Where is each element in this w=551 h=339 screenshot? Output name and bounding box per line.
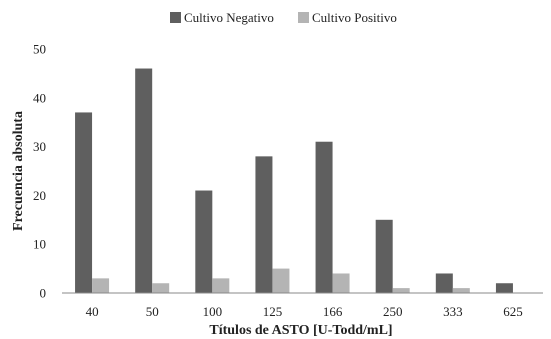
x-tick-label: 100 <box>203 304 223 319</box>
y-tick-label: 40 <box>33 90 46 105</box>
legend-label-cultivo-positivo: Cultivo Positivo <box>312 10 397 25</box>
y-tick-label: 50 <box>33 42 46 57</box>
bar-negativo-40 <box>75 112 93 293</box>
y-tick-label: 0 <box>40 286 47 301</box>
bar-negativo-50 <box>135 68 153 294</box>
bar-positivo-125 <box>272 268 290 293</box>
bar-positivo-166 <box>332 273 350 293</box>
legend: Cultivo Negativo Cultivo Positivo <box>170 10 397 25</box>
legend-swatch-cultivo-positivo <box>298 12 309 23</box>
x-tick-label: 166 <box>323 304 343 319</box>
bar-positivo-333 <box>452 288 470 293</box>
y-axis-title: Frecuencia absoluta <box>11 111 26 231</box>
x-axis-title: Títulos de ASTO [U-Todd/mL] <box>209 323 392 338</box>
x-axis-ticks: 40 50 100 125 166 250 333 625 <box>86 304 523 319</box>
x-tick-label: 625 <box>503 304 523 319</box>
bar-negativo-166 <box>315 141 333 293</box>
bar-positivo-100 <box>212 278 230 293</box>
bar-negativo-625 <box>495 283 513 293</box>
y-axis-ticks: 0 10 20 30 40 50 <box>33 42 46 301</box>
bar-positivo-40 <box>92 278 110 293</box>
legend-swatch-cultivo-negativo <box>170 12 181 23</box>
x-tick-label: 40 <box>86 304 99 319</box>
x-tick-label: 50 <box>146 304 159 319</box>
y-tick-label: 20 <box>33 188 46 203</box>
legend-label-cultivo-negativo: Cultivo Negativo <box>184 10 274 25</box>
bar-negativo-100 <box>195 190 213 293</box>
y-tick-label: 10 <box>33 237 46 252</box>
bar-positivo-50 <box>152 283 170 293</box>
bar-negativo-125 <box>255 156 273 293</box>
bar-negativo-250 <box>375 219 393 293</box>
x-tick-label: 125 <box>263 304 283 319</box>
bars <box>75 68 513 294</box>
bar-negativo-333 <box>435 273 453 293</box>
x-tick-label: 333 <box>443 304 463 319</box>
bar-positivo-250 <box>392 288 410 293</box>
y-tick-label: 30 <box>33 139 46 154</box>
x-tick-label: 250 <box>383 304 403 319</box>
